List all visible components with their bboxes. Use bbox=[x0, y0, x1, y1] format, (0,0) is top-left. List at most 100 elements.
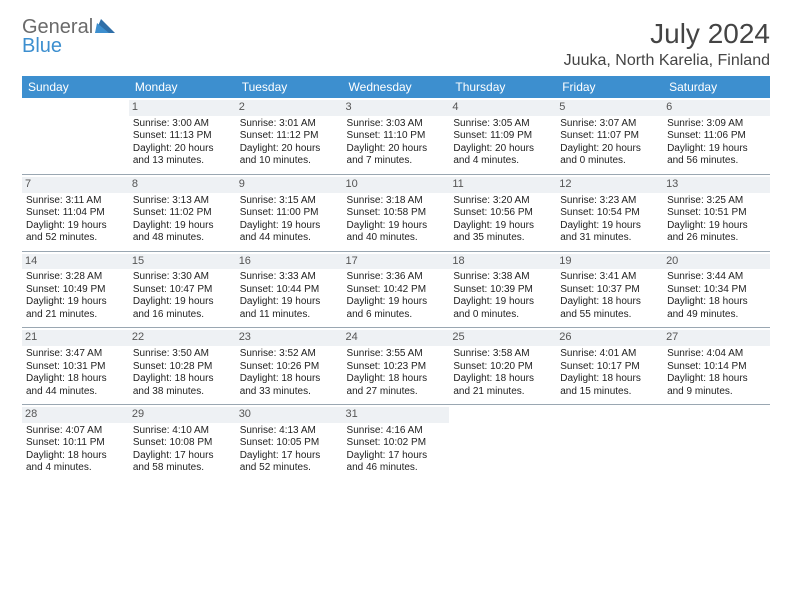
daylight-line-2: and 49 minutes. bbox=[667, 309, 766, 322]
calendar-week-row: 28Sunrise: 4:07 AMSunset: 10:11 PMDaylig… bbox=[22, 405, 770, 481]
sunset-line: Sunset: 10:44 PM bbox=[240, 284, 339, 297]
daylight-line-1: Daylight: 19 hours bbox=[453, 296, 552, 309]
daylight-line-1: Daylight: 18 hours bbox=[240, 373, 339, 386]
daylight-line-1: Daylight: 19 hours bbox=[560, 220, 659, 233]
day-number: 8 bbox=[129, 177, 236, 193]
weekday-header: Sunday bbox=[22, 76, 129, 98]
logo: General Blue bbox=[22, 18, 115, 56]
sunrise-line: Sunrise: 3:15 AM bbox=[240, 195, 339, 208]
daylight-line-2: and 38 minutes. bbox=[133, 386, 232, 399]
daylight-line-2: and 6 minutes. bbox=[347, 309, 446, 322]
daylight-line-1: Daylight: 19 hours bbox=[26, 220, 125, 233]
daylight-line-1: Daylight: 17 hours bbox=[133, 450, 232, 463]
weekday-header: Friday bbox=[556, 76, 663, 98]
daylight-line-2: and 46 minutes. bbox=[347, 462, 446, 475]
daylight-line-1: Daylight: 19 hours bbox=[667, 143, 766, 156]
daylight-line-2: and 4 minutes. bbox=[26, 462, 125, 475]
daylight-line-2: and 35 minutes. bbox=[453, 232, 552, 245]
logo-icon bbox=[95, 18, 115, 37]
weekday-header: Wednesday bbox=[343, 76, 450, 98]
calendar-day-cell: 12Sunrise: 3:23 AMSunset: 10:54 PMDaylig… bbox=[556, 174, 663, 251]
calendar-body: 1Sunrise: 3:00 AMSunset: 11:13 PMDayligh… bbox=[22, 98, 770, 481]
daylight-line-1: Daylight: 19 hours bbox=[133, 220, 232, 233]
sunset-line: Sunset: 10:39 PM bbox=[453, 284, 552, 297]
daylight-line-1: Daylight: 20 hours bbox=[560, 143, 659, 156]
sunrise-line: Sunrise: 3:00 AM bbox=[133, 118, 232, 131]
sunrise-line: Sunrise: 3:11 AM bbox=[26, 195, 125, 208]
calendar-day-cell: 10Sunrise: 3:18 AMSunset: 10:58 PMDaylig… bbox=[343, 174, 450, 251]
daylight-line-2: and 9 minutes. bbox=[667, 386, 766, 399]
calendar-day-cell: 9Sunrise: 3:15 AMSunset: 11:00 PMDayligh… bbox=[236, 174, 343, 251]
sunset-line: Sunset: 10:34 PM bbox=[667, 284, 766, 297]
daylight-line-2: and 26 minutes. bbox=[667, 232, 766, 245]
sunrise-line: Sunrise: 4:16 AM bbox=[347, 425, 446, 438]
daylight-line-1: Daylight: 19 hours bbox=[347, 296, 446, 309]
calendar-day-cell: 3Sunrise: 3:03 AMSunset: 11:10 PMDayligh… bbox=[343, 98, 450, 174]
calendar-week-row: 1Sunrise: 3:00 AMSunset: 11:13 PMDayligh… bbox=[22, 98, 770, 174]
calendar-day-cell: 5Sunrise: 3:07 AMSunset: 11:07 PMDayligh… bbox=[556, 98, 663, 174]
sunset-line: Sunset: 10:37 PM bbox=[560, 284, 659, 297]
sunset-line: Sunset: 10:11 PM bbox=[26, 437, 125, 450]
sunrise-line: Sunrise: 3:44 AM bbox=[667, 271, 766, 284]
sunset-line: Sunset: 10:17 PM bbox=[560, 361, 659, 374]
daylight-line-1: Daylight: 17 hours bbox=[240, 450, 339, 463]
sunset-line: Sunset: 11:04 PM bbox=[26, 207, 125, 220]
daylight-line-2: and 31 minutes. bbox=[560, 232, 659, 245]
daylight-line-1: Daylight: 19 hours bbox=[667, 220, 766, 233]
calendar-day-cell: 16Sunrise: 3:33 AMSunset: 10:44 PMDaylig… bbox=[236, 251, 343, 328]
daylight-line-1: Daylight: 19 hours bbox=[453, 220, 552, 233]
daylight-line-1: Daylight: 19 hours bbox=[347, 220, 446, 233]
day-number: 22 bbox=[129, 330, 236, 346]
day-number: 28 bbox=[22, 407, 129, 423]
daylight-line-1: Daylight: 19 hours bbox=[240, 296, 339, 309]
daylight-line-1: Daylight: 17 hours bbox=[347, 450, 446, 463]
day-number: 1 bbox=[129, 100, 236, 116]
sunset-line: Sunset: 10:28 PM bbox=[133, 361, 232, 374]
daylight-line-1: Daylight: 20 hours bbox=[240, 143, 339, 156]
day-number: 20 bbox=[663, 254, 770, 270]
sunset-line: Sunset: 10:05 PM bbox=[240, 437, 339, 450]
sunrise-line: Sunrise: 3:33 AM bbox=[240, 271, 339, 284]
day-number: 30 bbox=[236, 407, 343, 423]
daylight-line-1: Daylight: 18 hours bbox=[667, 296, 766, 309]
sunset-line: Sunset: 11:02 PM bbox=[133, 207, 232, 220]
calendar-table: SundayMondayTuesdayWednesdayThursdayFrid… bbox=[22, 76, 770, 481]
sunset-line: Sunset: 10:31 PM bbox=[26, 361, 125, 374]
sunrise-line: Sunrise: 3:28 AM bbox=[26, 271, 125, 284]
day-number: 16 bbox=[236, 254, 343, 270]
sunrise-line: Sunrise: 3:01 AM bbox=[240, 118, 339, 131]
day-number: 23 bbox=[236, 330, 343, 346]
sunset-line: Sunset: 11:10 PM bbox=[347, 130, 446, 143]
daylight-line-2: and 52 minutes. bbox=[240, 462, 339, 475]
daylight-line-1: Daylight: 19 hours bbox=[133, 296, 232, 309]
day-number: 10 bbox=[343, 177, 450, 193]
sunrise-line: Sunrise: 3:07 AM bbox=[560, 118, 659, 131]
sunset-line: Sunset: 10:14 PM bbox=[667, 361, 766, 374]
day-number: 25 bbox=[449, 330, 556, 346]
day-number: 9 bbox=[236, 177, 343, 193]
calendar-day-cell: 26Sunrise: 4:01 AMSunset: 10:17 PMDaylig… bbox=[556, 328, 663, 405]
sunrise-line: Sunrise: 3:05 AM bbox=[453, 118, 552, 131]
daylight-line-1: Daylight: 19 hours bbox=[26, 296, 125, 309]
calendar-day-cell: 14Sunrise: 3:28 AMSunset: 10:49 PMDaylig… bbox=[22, 251, 129, 328]
daylight-line-2: and 10 minutes. bbox=[240, 155, 339, 168]
sunset-line: Sunset: 10:42 PM bbox=[347, 284, 446, 297]
calendar-week-row: 21Sunrise: 3:47 AMSunset: 10:31 PMDaylig… bbox=[22, 328, 770, 405]
calendar-week-row: 7Sunrise: 3:11 AMSunset: 11:04 PMDayligh… bbox=[22, 174, 770, 251]
day-number: 13 bbox=[663, 177, 770, 193]
sunset-line: Sunset: 10:02 PM bbox=[347, 437, 446, 450]
weekday-header-row: SundayMondayTuesdayWednesdayThursdayFrid… bbox=[22, 76, 770, 98]
daylight-line-1: Daylight: 18 hours bbox=[560, 373, 659, 386]
sunset-line: Sunset: 11:00 PM bbox=[240, 207, 339, 220]
day-number: 4 bbox=[449, 100, 556, 116]
daylight-line-2: and 21 minutes. bbox=[26, 309, 125, 322]
calendar-day-cell: 19Sunrise: 3:41 AMSunset: 10:37 PMDaylig… bbox=[556, 251, 663, 328]
calendar-day-cell: 23Sunrise: 3:52 AMSunset: 10:26 PMDaylig… bbox=[236, 328, 343, 405]
daylight-line-1: Daylight: 18 hours bbox=[26, 450, 125, 463]
sunrise-line: Sunrise: 3:41 AM bbox=[560, 271, 659, 284]
daylight-line-2: and 0 minutes. bbox=[453, 309, 552, 322]
sunset-line: Sunset: 10:47 PM bbox=[133, 284, 232, 297]
sunrise-line: Sunrise: 3:23 AM bbox=[560, 195, 659, 208]
sunrise-line: Sunrise: 3:13 AM bbox=[133, 195, 232, 208]
weekday-header: Monday bbox=[129, 76, 236, 98]
